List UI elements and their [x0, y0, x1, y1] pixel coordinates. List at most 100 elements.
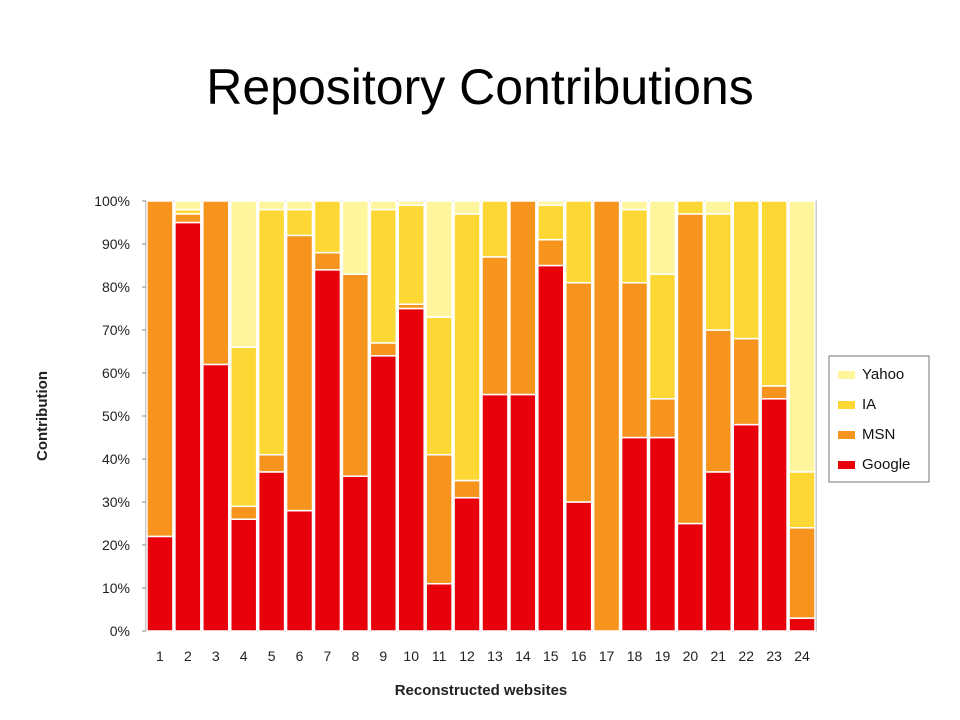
bar-google-21: [704, 471, 732, 632]
bar-google-16: [565, 501, 593, 632]
legend: Yahoo IA MSN Google: [828, 355, 930, 483]
bar-yahoo-11: [425, 200, 453, 318]
bar-google-6: [285, 509, 314, 632]
y-tick-label: 0%: [110, 623, 130, 639]
legend-label-ia: IA: [862, 396, 876, 413]
bar-msn-20: [676, 213, 705, 525]
bar-yahoo-24: [788, 200, 816, 473]
legend-swatch-google: [838, 461, 855, 469]
x-tick-label: 9: [379, 648, 387, 664]
bar-ia-9: [369, 208, 398, 344]
bar-msn-16: [565, 281, 593, 503]
bar-msn-18: [620, 281, 649, 439]
bar-yahoo-15: [537, 200, 565, 207]
bar-google-5: [257, 471, 286, 632]
x-tick-label: 4: [240, 648, 248, 664]
bar-yahoo-10: [397, 200, 425, 207]
x-tick-label: 14: [515, 648, 531, 664]
legend-swatch-msn: [838, 431, 855, 439]
bar-google-4: [230, 518, 258, 632]
x-tick-label: 15: [543, 648, 559, 664]
y-tick-label: 30%: [102, 494, 130, 510]
bar-ia-19: [648, 273, 677, 400]
bar-ia-12: [453, 213, 481, 482]
bar-google-10: [397, 307, 425, 632]
bar-google-19: [648, 436, 677, 632]
slide-title: Repository Contributions: [206, 59, 754, 115]
bar-google-22: [732, 423, 760, 632]
bar-google-1: [146, 535, 174, 632]
x-tick-label: 20: [683, 648, 699, 664]
bar-msn-8: [341, 273, 370, 477]
x-tick-label: 18: [627, 648, 643, 664]
bar-msn-2: [174, 213, 202, 224]
bar-msn-11: [425, 453, 453, 585]
bar-yahoo-4: [230, 200, 258, 348]
bar-msn-3: [202, 200, 230, 366]
bar-msn-19: [648, 398, 677, 439]
y-tick-label: 10%: [102, 580, 130, 596]
bar-ia-16: [565, 200, 593, 284]
bar-google-18: [620, 436, 649, 632]
bar-google-13: [481, 393, 509, 632]
bar-google-9: [369, 355, 398, 632]
bar-google-7: [313, 269, 342, 632]
bar-google-24: [788, 617, 816, 632]
x-tick-label: 23: [766, 648, 782, 664]
bar-ia-7: [313, 200, 342, 254]
bar-ia-4: [230, 346, 258, 508]
bar-ia-6: [285, 208, 314, 237]
x-tick-label: 13: [487, 648, 503, 664]
legend-swatch-ia: [838, 401, 855, 409]
bar-ia-15: [537, 204, 565, 241]
x-tick-label: 10: [403, 648, 419, 664]
x-tick-label: 21: [711, 648, 727, 664]
y-tick-label: 70%: [102, 322, 130, 338]
bar-yahoo-12: [453, 200, 481, 215]
bar-google-14: [509, 393, 537, 632]
legend-label-google: Google: [862, 456, 910, 473]
x-tick-label: 7: [324, 648, 332, 664]
bar-google-15: [537, 264, 565, 632]
x-tick-label: 3: [212, 648, 220, 664]
bar-msn-1: [146, 200, 174, 538]
bar-msn-22: [732, 337, 760, 426]
bar-google-11: [425, 582, 453, 632]
bar-yahoo-21: [704, 200, 732, 215]
bar-ia-5: [257, 208, 286, 456]
y-tick-label: 20%: [102, 537, 130, 553]
x-tick-label: 17: [599, 648, 615, 664]
bar-ia-23: [760, 200, 788, 387]
x-tick-label: 16: [571, 648, 587, 664]
legend-label-msn: MSN: [862, 426, 895, 443]
x-axis-label: Reconstructed websites: [395, 682, 568, 699]
bar-google-20: [676, 522, 705, 632]
bar-msn-6: [285, 234, 314, 512]
bar-ia-11: [425, 316, 453, 456]
bar-msn-23: [760, 385, 788, 400]
x-tick-label: 12: [459, 648, 475, 664]
bar-ia-10: [397, 204, 425, 305]
x-tick-label: 5: [268, 648, 276, 664]
x-axis-ticks: 1 2 3 4 5 6 7 8 9 10 11 12 13 14 15 16 17 18 19 20 21 22 23 24: [156, 648, 810, 664]
y-axis-ticks: 0% 10% 20% 30% 40% 50% 60% 70% 80% 90% 100%: [94, 193, 146, 639]
bar-ia-20: [676, 200, 705, 215]
y-tick-label: 80%: [102, 279, 130, 295]
bar-google-3: [202, 363, 230, 632]
bars-group: [146, 200, 816, 632]
bar-msn-14: [509, 200, 537, 396]
x-tick-label: 1: [156, 648, 164, 664]
bar-msn-12: [453, 479, 481, 499]
bar-msn-24: [788, 527, 816, 619]
bar-google-23: [760, 398, 788, 632]
y-tick-label: 40%: [102, 451, 130, 467]
bar-ia-21: [704, 213, 732, 331]
bar-msn-15: [537, 238, 565, 267]
bar-google-2: [174, 221, 202, 632]
bar-msn-5: [257, 453, 286, 473]
x-tick-label: 6: [296, 648, 304, 664]
bar-ia-18: [620, 208, 649, 284]
y-tick-label: 100%: [94, 193, 130, 209]
bar-msn-7: [313, 251, 342, 271]
y-tick-label: 90%: [102, 236, 130, 252]
